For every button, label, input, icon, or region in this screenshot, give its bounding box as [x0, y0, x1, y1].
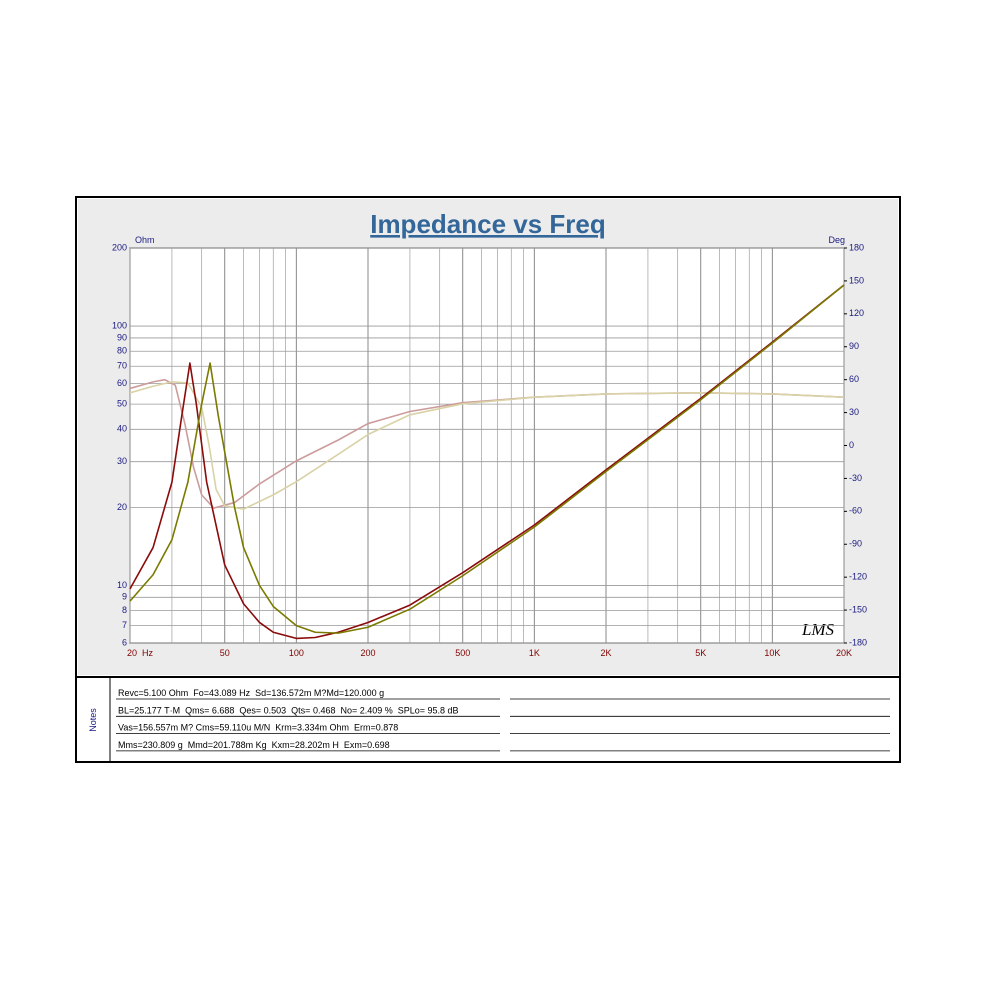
- series-line: [129, 381, 845, 510]
- note-line: Vas=156.557m M? Cms=59.110u M/N Krm=3.33…: [118, 723, 398, 733]
- series-line: [129, 284, 845, 634]
- y2-tick-label: -60: [849, 506, 862, 516]
- y-tick-label: 9: [122, 592, 127, 602]
- x-tick-label: 10K: [764, 648, 780, 658]
- x-tick-label: 500: [455, 648, 470, 658]
- notes: Revc=5.100 Ohm Fo=43.089 Hz Sd=136.572m …: [116, 688, 890, 752]
- x-tick-label: 2K: [600, 648, 611, 658]
- x-tick-label: 100: [289, 648, 304, 658]
- grid: [129, 247, 847, 644]
- x-tick-label: 1K: [529, 648, 540, 658]
- y2-tick-label: 0: [849, 440, 854, 450]
- y2-tick-label: 120: [849, 308, 864, 318]
- x-tick-label: 20K: [836, 648, 852, 658]
- series-line: [129, 284, 845, 640]
- y-tick-label: 80: [117, 346, 127, 356]
- y2-tick-label: 60: [849, 374, 859, 384]
- y-tick-label: 30: [117, 456, 127, 466]
- y-tick-label: 8: [122, 605, 127, 615]
- y2-tick-label: 150: [849, 275, 864, 285]
- chart-title: Impedance vs Freq: [370, 209, 606, 239]
- y2-axis-label: Deg: [828, 235, 845, 245]
- y-tick-label: 100: [112, 320, 127, 330]
- note-line: BL=25.177 T·M Qms= 6.688 Qes= 0.503 Qts=…: [118, 705, 459, 715]
- y2-tick-label: -90: [849, 539, 862, 549]
- x-tick-label: 5K: [695, 648, 706, 658]
- y2-tick-label: 90: [849, 341, 859, 351]
- x-tick-label: 200: [360, 648, 375, 658]
- y-axis-label: Ohm: [135, 235, 155, 245]
- watermark: LMS: [801, 620, 835, 639]
- note-line: Mms=230.809 g Mmd=201.788m Kg Kxm=28.202…: [118, 740, 390, 750]
- y-tick-label: 10: [117, 580, 127, 590]
- y-tick-label: 90: [117, 332, 127, 342]
- plot-area: [129, 247, 845, 644]
- y2-tick-label: -30: [849, 473, 862, 483]
- notes-label: Notes: [88, 708, 98, 732]
- y-tick-label: 40: [117, 424, 127, 434]
- note-line: Revc=5.100 Ohm Fo=43.089 Hz Sd=136.572m …: [118, 688, 384, 698]
- y-tick-label: 60: [117, 378, 127, 388]
- y-tick-label: 200: [112, 242, 127, 252]
- y-tick-label: 50: [117, 399, 127, 409]
- x-tick-label: 20 Hz: [127, 648, 154, 658]
- y2-tick-label: -120: [849, 572, 867, 582]
- series-lines: [129, 284, 845, 640]
- y-tick-label: 6: [122, 637, 127, 647]
- labels: 20 Hz 50 100 200 500 1K 2K 5K 10K 20K678910203040…: [112, 242, 867, 658]
- y2-tick-label: 180: [849, 242, 864, 252]
- y2-tick-label: -180: [849, 637, 867, 647]
- y-tick-label: 7: [122, 620, 127, 630]
- y-tick-label: 20: [117, 502, 127, 512]
- y2-tick-label: 30: [849, 407, 859, 417]
- x-tick-label: 50: [220, 648, 230, 658]
- y2-tick-label: -150: [849, 604, 867, 614]
- y-tick-label: 70: [117, 361, 127, 371]
